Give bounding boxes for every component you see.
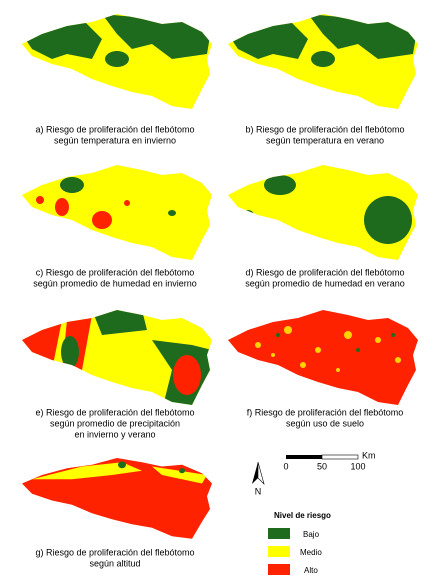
caption-line: según uso de suelo bbox=[286, 418, 364, 428]
legend: Nivel de riesgo Bajo Medio Alto bbox=[268, 511, 331, 575]
caption-line: en invierno y verano bbox=[74, 429, 155, 439]
map-d bbox=[228, 165, 418, 260]
caption-line: según promedio de precipitación bbox=[50, 418, 180, 428]
scale-unit: Km bbox=[362, 450, 376, 460]
legend-swatch bbox=[268, 546, 290, 557]
caption-line: c) Riesgo de proliferación del flebótomo bbox=[36, 267, 195, 277]
caption-line: a) Riesgo de proliferación del flebótomo bbox=[35, 124, 194, 134]
legend-item: Bajo bbox=[303, 530, 320, 539]
caption-line: según temperatura en verano bbox=[266, 135, 384, 145]
caption-line: f) Riesgo de proliferación del flebótomo bbox=[247, 407, 404, 417]
scale-label: 100 bbox=[350, 461, 365, 471]
caption-line: según promedio de humedad en invierno bbox=[33, 278, 197, 288]
scale-label: 0 bbox=[283, 461, 288, 471]
caption-line: según temperatura en invierno bbox=[54, 135, 176, 145]
scale-bar: 0 50 100 Km bbox=[283, 450, 375, 471]
map-g bbox=[22, 458, 212, 539]
north-label: N bbox=[255, 486, 262, 496]
captions: a) Riesgo de proliferación del flebótomo… bbox=[33, 124, 405, 568]
caption-line: según promedio de humedad en verano bbox=[245, 278, 405, 288]
map-f bbox=[228, 310, 418, 405]
legend-title: Nivel de riesgo bbox=[274, 511, 331, 520]
caption-line: e) Riesgo de proliferación del flebótomo bbox=[35, 407, 194, 417]
caption-line: d) Riesgo de proliferación del flebótomo bbox=[245, 267, 404, 277]
legend-item: Medio bbox=[300, 548, 322, 557]
caption-line: b) Riesgo de proliferación del flebótomo bbox=[245, 124, 404, 134]
map-c bbox=[22, 165, 212, 260]
map-e bbox=[22, 310, 212, 405]
map-a bbox=[22, 14, 212, 109]
legend-item: Alto bbox=[304, 566, 318, 575]
legend-swatch bbox=[268, 564, 290, 575]
north-arrow: N bbox=[252, 461, 265, 496]
legend-swatch bbox=[268, 528, 290, 539]
caption-line: según altitud bbox=[89, 558, 140, 568]
map-b bbox=[228, 14, 418, 109]
scale-label: 50 bbox=[317, 461, 327, 471]
caption-line: g) Riesgo de proliferación del flebótomo bbox=[35, 547, 194, 557]
